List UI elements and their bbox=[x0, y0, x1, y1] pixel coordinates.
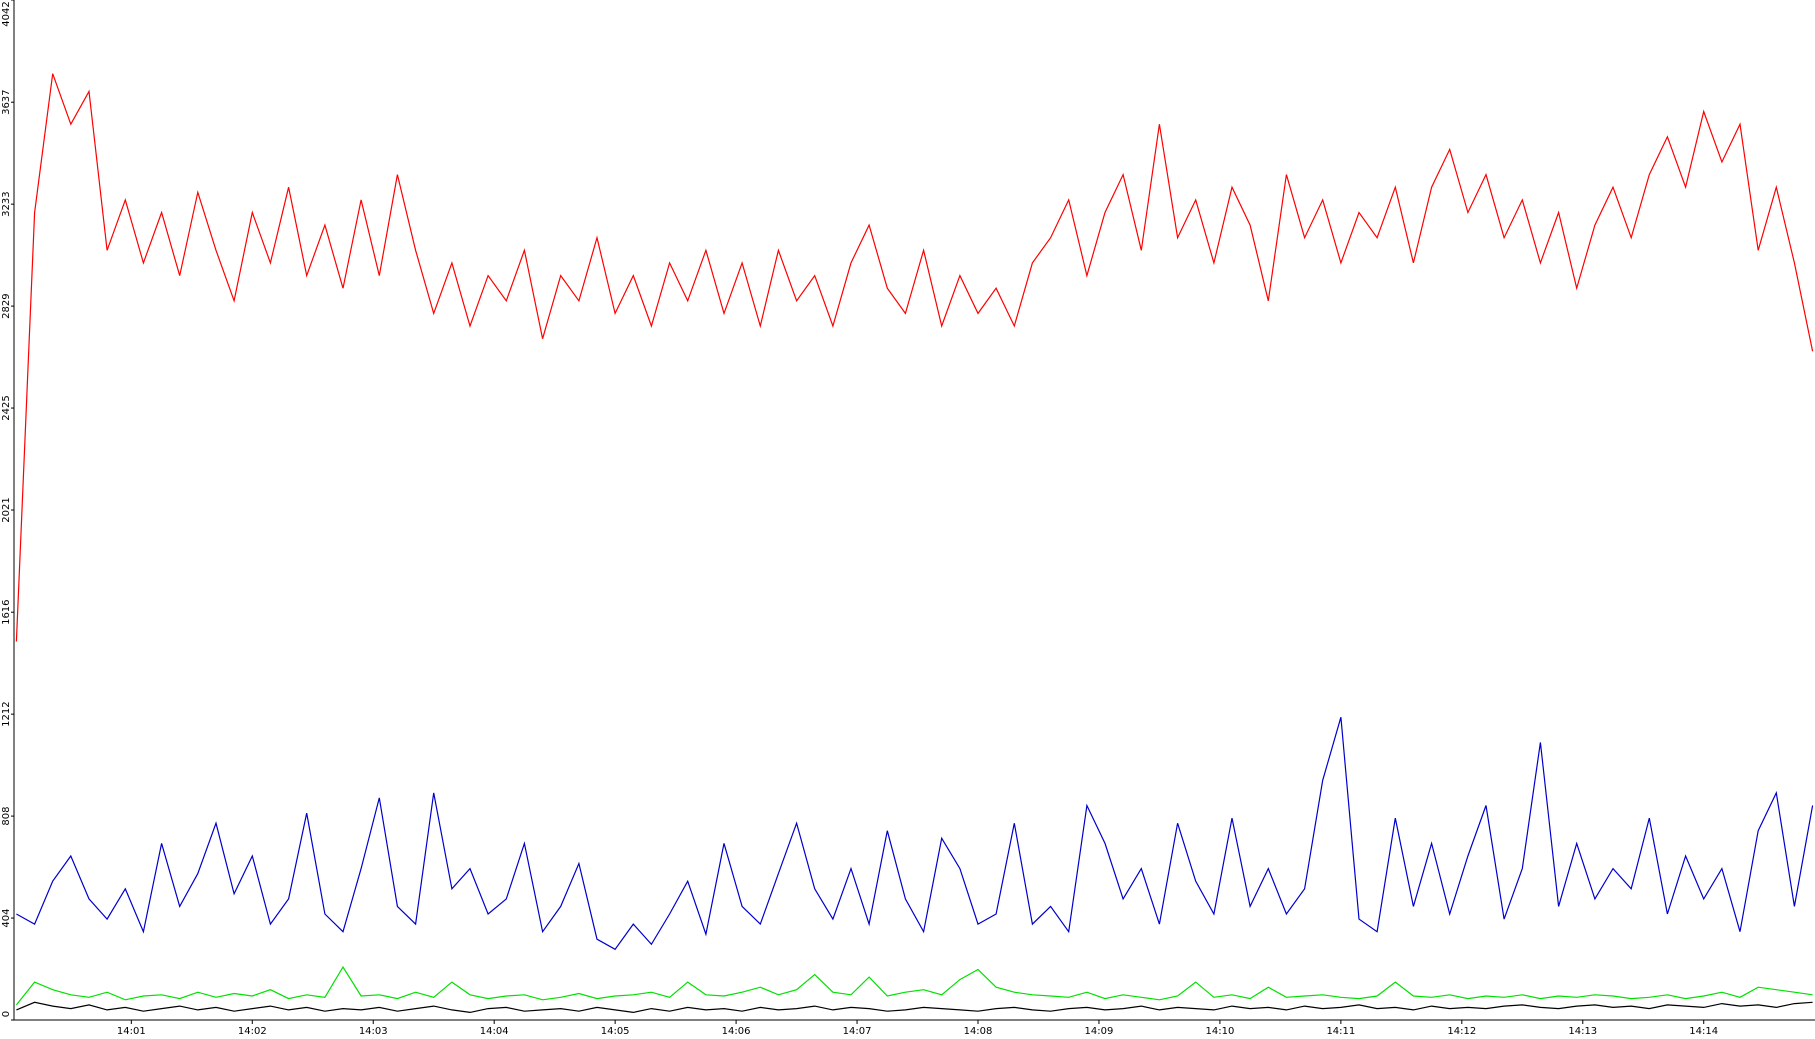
x-tick-label: 14:13 bbox=[1568, 1026, 1597, 1037]
y-tick-label: 2425 bbox=[1, 395, 12, 420]
x-tick-label: 14:04 bbox=[480, 1026, 509, 1037]
series-line bbox=[15, 965, 1813, 1006]
y-tick-label: 808 bbox=[1, 807, 12, 826]
x-tick-label: 14:12 bbox=[1447, 1026, 1476, 1037]
y-tick-label: 404 bbox=[1, 909, 12, 928]
x-tick-label: 14:01 bbox=[117, 1026, 146, 1037]
series-line bbox=[16, 1001, 1813, 1014]
series-line bbox=[15, 73, 1814, 642]
y-tick-label: 4042 bbox=[1, 1, 12, 26]
x-tick-label: 14:03 bbox=[359, 1026, 388, 1037]
x-tick-label: 14:05 bbox=[601, 1026, 630, 1037]
x-tick-label: 14:11 bbox=[1326, 1026, 1355, 1037]
y-tick-label: 2829 bbox=[1, 293, 12, 318]
x-tick-label: 14:09 bbox=[1085, 1026, 1114, 1037]
y-tick-label: 1616 bbox=[1, 599, 12, 624]
y-tick-label: 3233 bbox=[1, 191, 12, 216]
series-line bbox=[16, 717, 1814, 951]
y-tick-label: 2021 bbox=[1, 497, 12, 522]
y-tick-label: 0 bbox=[1, 1011, 12, 1017]
x-tick-label: 14:08 bbox=[964, 1026, 993, 1037]
x-tick-label: 14:06 bbox=[722, 1026, 751, 1037]
x-tick-label: 14:02 bbox=[238, 1026, 267, 1037]
y-tick-label: 1212 bbox=[1, 701, 12, 726]
x-tick-label: 14:07 bbox=[843, 1026, 872, 1037]
x-tick-label: 14:10 bbox=[1205, 1026, 1234, 1037]
y-tick-label: 3637 bbox=[1, 89, 12, 114]
x-tick-label: 14:14 bbox=[1689, 1026, 1718, 1037]
